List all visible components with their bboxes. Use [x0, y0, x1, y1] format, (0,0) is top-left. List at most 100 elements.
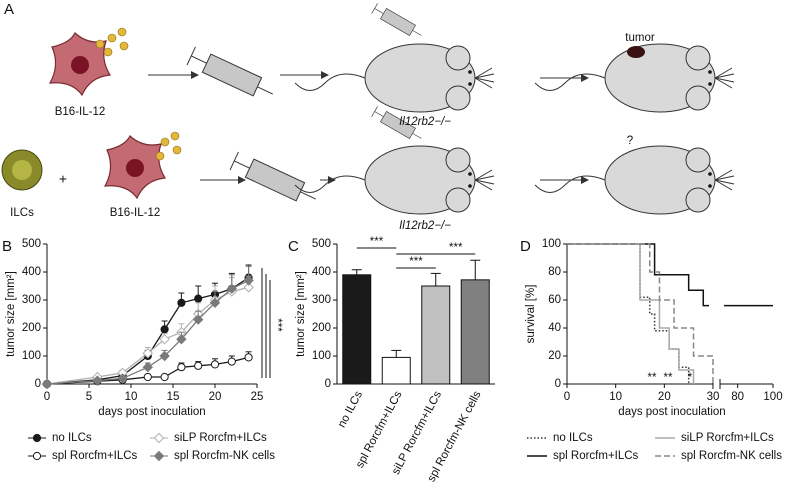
cell-label: B16-IL-12: [110, 207, 161, 219]
panel-label: D: [520, 238, 531, 255]
legend-label: no ILCs: [553, 432, 593, 444]
y-tick-label: 100: [542, 238, 561, 250]
marker: [209, 297, 221, 309]
tumor-label: tumor: [625, 32, 655, 44]
x-tick-label: 25: [251, 391, 264, 403]
x-tick-label: 100: [763, 391, 782, 403]
series-line: [46, 356, 249, 385]
legend-label: spl Rorcfm+ILCs: [553, 450, 639, 462]
marker: [192, 314, 204, 325]
survival-curve: [567, 243, 695, 384]
y-tick-label: 0: [555, 378, 561, 390]
marker: [244, 353, 253, 362]
x-axis-label: days post inoculation: [98, 406, 205, 418]
y-tick-label: 500: [22, 238, 41, 250]
significance: ***: [370, 236, 384, 248]
panel-a-drawing: [1, 3, 735, 215]
marker: [32, 451, 42, 461]
y-tick-label: 0: [35, 378, 41, 390]
marker: [41, 378, 53, 390]
marker: [176, 333, 187, 345]
y-axis-label: survival [%]: [525, 285, 537, 344]
y-tick-label: 60: [548, 294, 561, 306]
y-tick-label: 400: [312, 266, 331, 278]
x-tick-label: 20: [658, 391, 671, 403]
ilc-label: ILCs: [10, 207, 34, 219]
marker: [177, 363, 186, 372]
marker: [153, 450, 165, 462]
survival-curve: [567, 243, 690, 384]
legend-label: spl Rorcfm+ILCs: [52, 450, 138, 462]
significance: **: [664, 372, 673, 384]
y-tick-label: 400: [22, 266, 41, 278]
series-line: [46, 279, 249, 385]
x-tick-label: 20: [209, 391, 222, 403]
marker: [210, 360, 220, 369]
legend-label: siLP Rorcfm+ILCs: [681, 432, 774, 444]
y-tick-label: 100: [22, 350, 41, 362]
bar: [381, 356, 411, 385]
legend-label: spl Rorcfm-NK cells: [174, 450, 275, 462]
x-axis-label: days post inoculation: [618, 406, 725, 418]
significance: **: [648, 372, 657, 384]
significance: ***: [409, 256, 423, 268]
marker: [32, 433, 42, 443]
marker: [143, 372, 152, 382]
x-tick-label: 80: [731, 391, 744, 403]
x-tick-label: 0: [44, 391, 50, 403]
y-tick-label: 200: [312, 322, 331, 334]
marker: [160, 325, 169, 334]
cell-label: B16-IL-12: [55, 106, 106, 118]
marker: [160, 372, 169, 382]
survival-curve: [567, 243, 714, 384]
marker: [92, 375, 103, 386]
y-tick-label: 0: [325, 378, 331, 390]
x-tick-label: 30: [707, 391, 720, 403]
marker: [117, 373, 128, 384]
y-tick-label: 200: [22, 322, 41, 334]
bar: [342, 274, 372, 385]
marker: [226, 283, 238, 295]
y-tick-label: 300: [22, 294, 41, 306]
legend-label: siLP Rorcfm+ILCs: [174, 432, 267, 444]
x-tick-label: 5: [86, 391, 92, 403]
y-tick-label: 80: [548, 266, 561, 278]
x-tick-label: 15: [167, 391, 180, 403]
y-tick-label: 100: [312, 350, 331, 362]
bar: [460, 279, 490, 385]
question-mark: ?: [627, 135, 633, 147]
series-line: [46, 277, 249, 385]
y-axis-label: tumor size [mm²]: [295, 271, 307, 357]
y-axis-label: tumor size [mm²]: [5, 271, 17, 357]
mouse-label: Il12rb2−/−: [399, 116, 451, 128]
marker: [194, 361, 203, 370]
marker: [177, 298, 186, 307]
y-tick-label: 500: [312, 238, 331, 250]
x-tick-label: 10: [125, 391, 138, 403]
panel-label: B: [2, 238, 12, 255]
marker: [194, 294, 203, 303]
significance: ***: [449, 242, 463, 254]
marker: [142, 347, 154, 359]
marker: [227, 357, 236, 366]
significance: *: [688, 372, 693, 384]
panel-label: A: [4, 1, 14, 18]
marker: [159, 333, 170, 345]
x-tick-label: 10: [609, 391, 622, 403]
x-tick-label: 0: [564, 391, 570, 403]
marker: [243, 282, 254, 293]
marker: [153, 432, 165, 444]
marker: [159, 350, 170, 362]
survival-curve: [567, 243, 773, 307]
plus: +: [59, 171, 67, 187]
bar: [421, 285, 451, 385]
marker: [142, 361, 154, 373]
mouse-label: Il12rb2−/−: [399, 220, 451, 232]
y-tick-label: 20: [548, 350, 561, 362]
legend-label: spl Rorcfm-NK cells: [681, 450, 782, 462]
significance: ***: [271, 318, 283, 332]
y-tick-label: 40: [548, 322, 561, 334]
y-tick-label: 300: [312, 294, 331, 306]
legend-label: no ILCs: [52, 432, 92, 444]
